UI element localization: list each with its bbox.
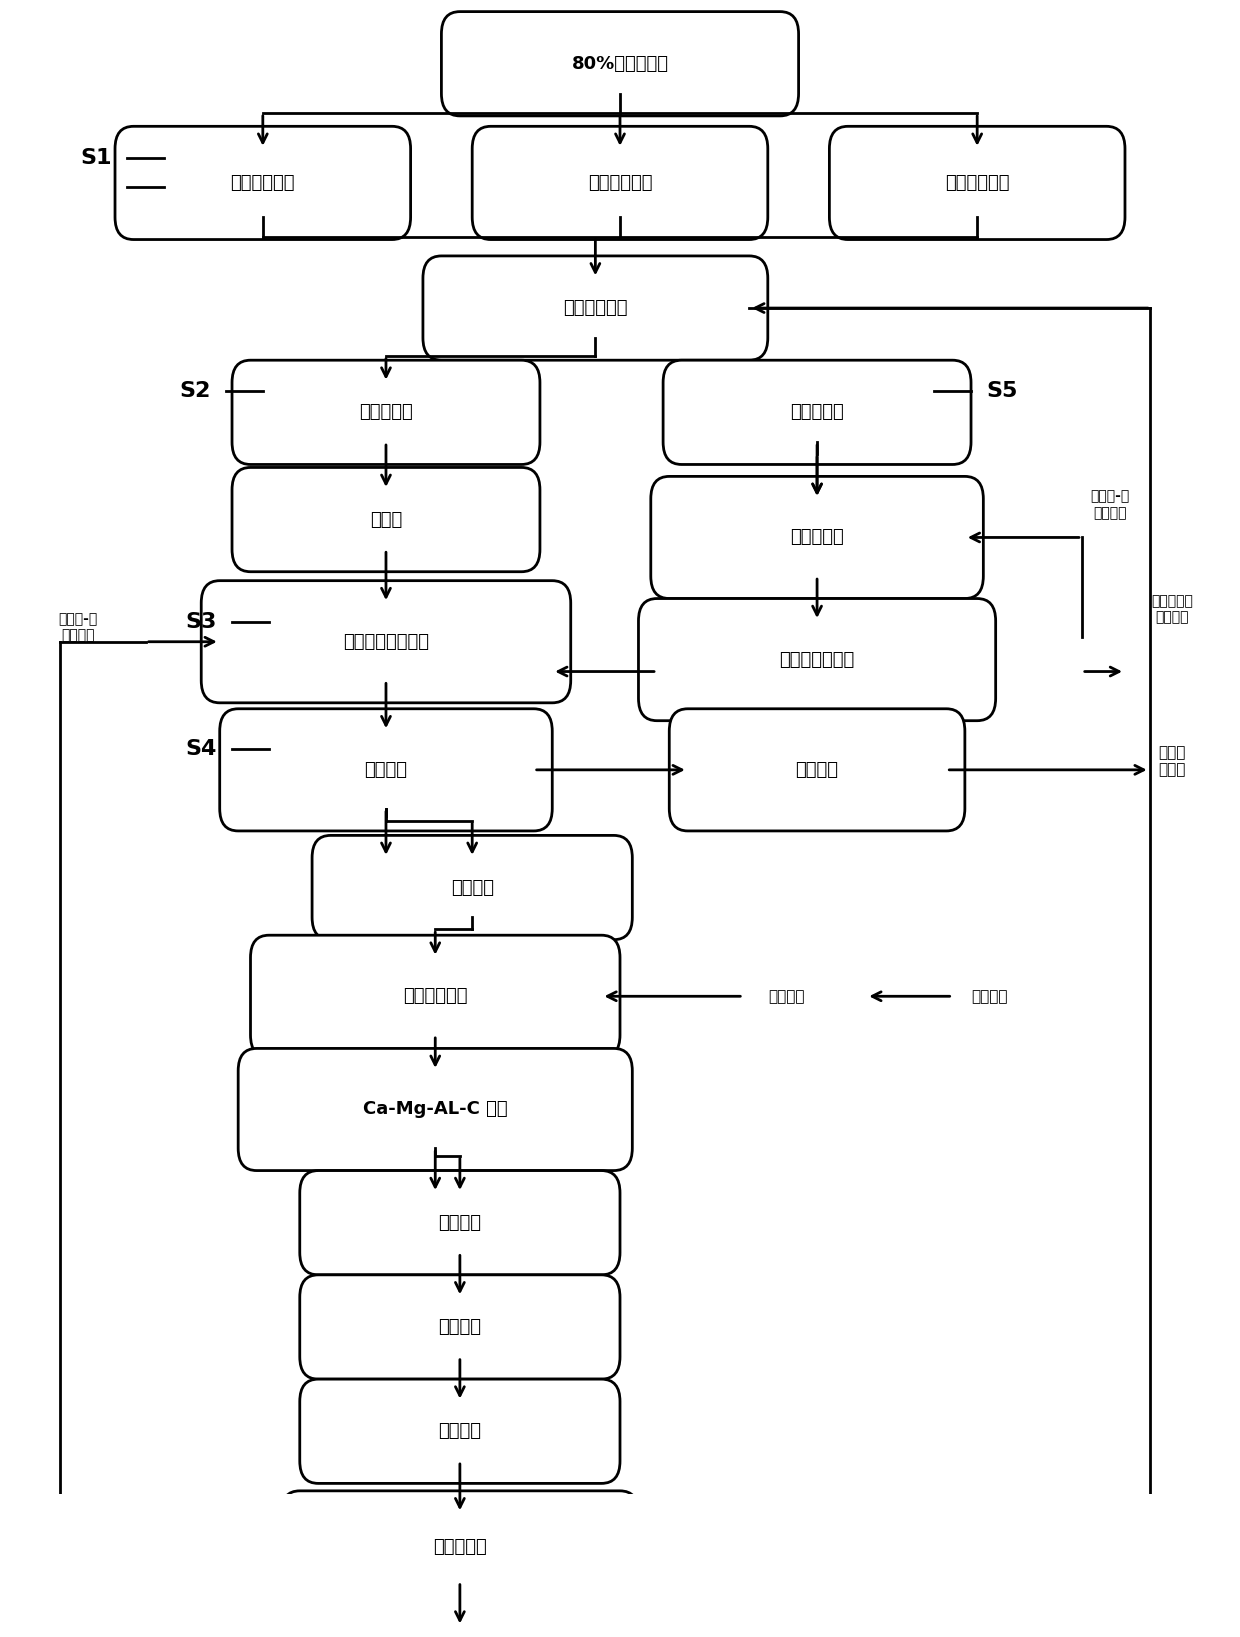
Text: S2: S2 — [180, 381, 211, 401]
FancyBboxPatch shape — [300, 1378, 620, 1483]
Text: Ca-Mg-AL-C 催化: Ca-Mg-AL-C 催化 — [363, 1100, 507, 1118]
FancyBboxPatch shape — [232, 468, 539, 571]
Text: S4: S4 — [186, 738, 217, 760]
Text: S5: S5 — [986, 381, 1018, 401]
Text: 空分设备: 空分设备 — [971, 989, 1008, 1003]
Text: 板框压滤机: 板框压滤机 — [360, 403, 413, 421]
Text: S3: S3 — [186, 612, 217, 632]
Text: 一次燃气: 一次燃气 — [450, 879, 494, 897]
FancyBboxPatch shape — [115, 126, 410, 239]
Text: 切条机: 切条机 — [370, 511, 402, 529]
FancyBboxPatch shape — [472, 126, 768, 239]
Text: 建材基
料利用: 建材基 料利用 — [1158, 745, 1185, 778]
Text: 脱硫脱氯: 脱硫脱氯 — [439, 1318, 481, 1336]
FancyBboxPatch shape — [312, 835, 632, 940]
FancyBboxPatch shape — [238, 1048, 632, 1170]
FancyBboxPatch shape — [670, 709, 965, 832]
FancyBboxPatch shape — [639, 599, 996, 720]
Text: 浓缩氨基酸基液: 浓缩氨基酸基液 — [780, 650, 854, 668]
Text: 自闪蜗压力罐: 自闪蜗压力罐 — [231, 174, 295, 192]
Text: 导热油-水
热交换器: 导热油-水 热交换器 — [1090, 489, 1130, 521]
FancyBboxPatch shape — [281, 1491, 639, 1604]
Text: 导热油锅炉: 导热油锅炉 — [433, 1539, 487, 1557]
Text: 自闪蜗压力罐: 自闪蜗压力罐 — [945, 174, 1009, 192]
FancyBboxPatch shape — [423, 255, 768, 360]
FancyBboxPatch shape — [201, 581, 570, 702]
Text: 洁净冷凝水
纳管排放: 洁净冷凝水 纳管排放 — [1151, 594, 1193, 624]
FancyBboxPatch shape — [300, 1275, 620, 1378]
Text: 混合液缓冲罐: 混合液缓冲罐 — [563, 300, 627, 318]
FancyBboxPatch shape — [830, 126, 1125, 239]
FancyBboxPatch shape — [441, 11, 799, 116]
Text: 80%含水率污泥: 80%含水率污泥 — [572, 54, 668, 72]
FancyBboxPatch shape — [250, 935, 620, 1058]
Text: 二次燃烧: 二次燃烧 — [439, 1423, 481, 1441]
FancyBboxPatch shape — [300, 1170, 620, 1275]
Text: 有氧裂解: 有氧裂解 — [365, 761, 408, 779]
Text: 富氧助燃提温: 富氧助燃提温 — [403, 987, 467, 1005]
FancyBboxPatch shape — [651, 476, 983, 599]
FancyBboxPatch shape — [232, 360, 539, 465]
Text: 富氧空气: 富氧空气 — [768, 989, 805, 1003]
FancyBboxPatch shape — [219, 709, 552, 832]
Text: S1: S1 — [81, 147, 113, 167]
Text: 热交换器: 热交换器 — [439, 1213, 481, 1231]
Text: 自闪蜗压力罐: 自闪蜗压力罐 — [588, 174, 652, 192]
Text: 封闭式网带烘干机: 封闭式网带烘干机 — [343, 634, 429, 652]
Text: 低温分离罐: 低温分离罐 — [790, 529, 844, 547]
FancyBboxPatch shape — [663, 360, 971, 465]
Text: 导热油-水
热交换器: 导热油-水 热交换器 — [58, 612, 98, 642]
Text: 无机残渣: 无机残渣 — [796, 761, 838, 779]
Text: 分离液储罐: 分离液储罐 — [790, 403, 844, 421]
